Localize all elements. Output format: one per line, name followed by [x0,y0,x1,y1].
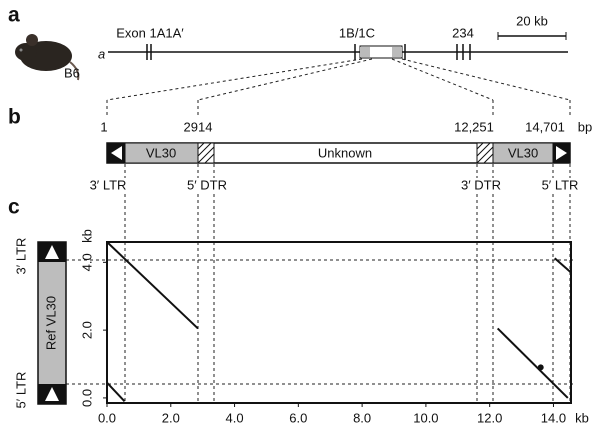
zoom-lines [107,59,570,118]
match-segment [107,242,198,328]
ref-label: Ref VL30 [43,296,58,350]
strain-label: B6 [64,65,80,80]
panel-label: a [8,4,20,27]
position-label: 1 [100,119,107,134]
figure: a b c B6 a Exon 1A1A′ 1B/1C 234 20 kb 1 … [0,0,597,430]
y-axis-label: kb [79,229,94,243]
exon-label: 234 [452,25,474,40]
match-segment [498,328,568,397]
exon-label: 1B/1C [339,25,375,40]
y-tick-label: 0.0 [79,389,94,407]
x-tick-label: 8.0 [353,410,371,425]
feature-label: 3′ DTR [461,177,501,192]
feature-label: 5′ DTR [187,177,227,192]
position-label: 12,251 [454,119,494,134]
x-tick-label: 10.0 [413,410,438,425]
y-tick-label: 4.0 [79,253,94,271]
x-tick-label: 12.0 [477,410,502,425]
x-axis-label: kb [575,410,589,425]
feature-label: 5′ LTR [542,177,579,192]
plot-frame [107,242,571,403]
match-segment [555,258,571,272]
segment-label: VL30 [146,145,176,160]
feature-label: 3′ LTR [90,177,127,192]
x-tick-label: 2.0 [162,410,180,425]
unit-label: bp [578,119,592,134]
x-tick-label: 6.0 [289,410,307,425]
insert-ltr [392,47,402,57]
x-tick-label: 14.0 [541,410,566,425]
position-label: 14,701 [525,119,565,134]
position-label: 2914 [184,119,213,134]
x-tick-label: 0.0 [98,410,116,425]
panel-label: c [8,196,20,219]
segment-label: Unknown [318,145,372,160]
segment-label: VL30 [508,145,538,160]
ref-feature: 5′ LTR [13,372,28,409]
ref-feature: 3′ LTR [13,238,28,275]
gene-label: a [98,46,105,61]
y-tick-label: 2.0 [79,321,94,339]
match-segment [107,383,125,402]
insert-ltr [360,47,370,57]
exon-label: Exon 1A1A′ [116,25,184,40]
panel-label: b [8,106,21,129]
match-point [538,364,544,370]
scale-label: 20 kb [516,13,548,28]
x-tick-label: 4.0 [226,410,244,425]
guide-lines [66,164,576,403]
